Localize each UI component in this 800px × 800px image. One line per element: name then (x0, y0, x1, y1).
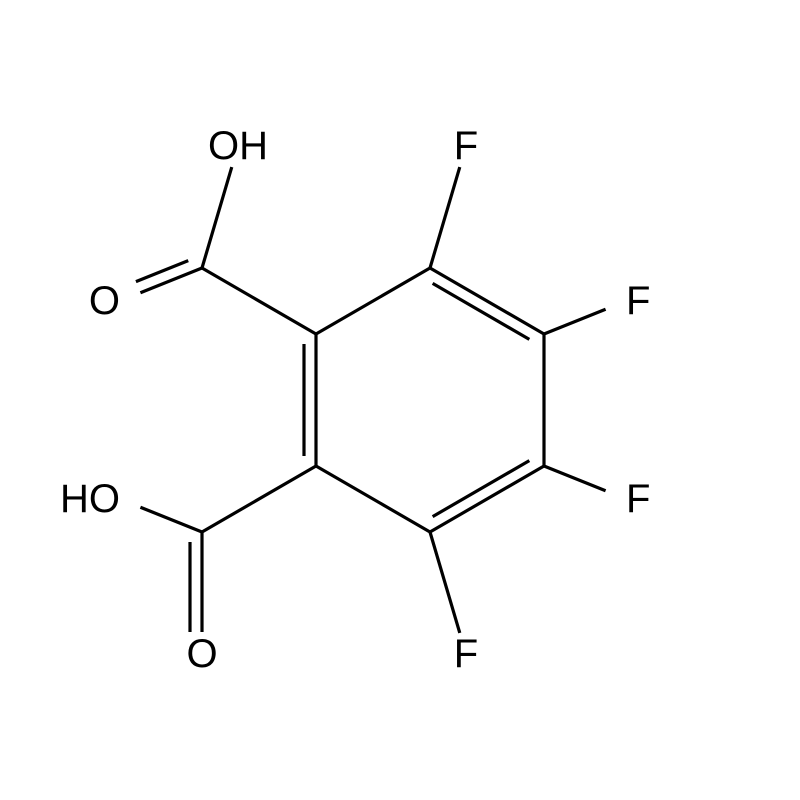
ho-atom-label: HO (60, 477, 120, 521)
oh-atom-label: OH (208, 124, 268, 168)
f-atom-label: F (454, 124, 478, 168)
f-atom-label: F (626, 279, 650, 323)
f-atom-label: F (626, 477, 650, 521)
molecule-diagram: O OH O HO F F F F (0, 0, 800, 800)
f-atom-label: F (454, 632, 478, 676)
o-atom-label: O (89, 279, 120, 323)
o-atom-label: O (186, 632, 217, 676)
